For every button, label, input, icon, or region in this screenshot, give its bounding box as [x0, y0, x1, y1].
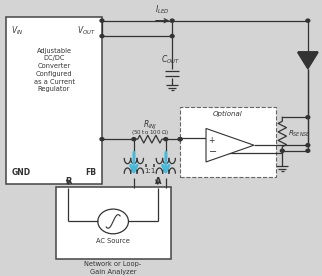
- Circle shape: [170, 34, 174, 38]
- Circle shape: [132, 138, 136, 141]
- Circle shape: [306, 149, 310, 152]
- FancyBboxPatch shape: [6, 17, 102, 184]
- Circle shape: [306, 116, 310, 119]
- Text: (50 to 100 $\Omega$): (50 to 100 $\Omega$): [131, 128, 169, 137]
- Text: $C_{OUT}$: $C_{OUT}$: [161, 54, 180, 66]
- Text: −: −: [209, 147, 217, 157]
- Circle shape: [100, 34, 104, 38]
- Circle shape: [178, 138, 182, 141]
- Circle shape: [164, 138, 168, 141]
- Circle shape: [100, 138, 104, 141]
- Text: Network or Loop-
Gain Analyzer: Network or Loop- Gain Analyzer: [84, 261, 142, 275]
- Text: AC Source: AC Source: [96, 238, 130, 244]
- Text: FB: FB: [85, 168, 96, 177]
- Text: +: +: [209, 136, 215, 145]
- Circle shape: [100, 19, 104, 22]
- Text: $R_{SENSE}$: $R_{SENSE}$: [288, 129, 311, 139]
- Circle shape: [306, 19, 310, 22]
- Text: R: R: [65, 177, 72, 185]
- Text: GND: GND: [11, 168, 30, 177]
- Polygon shape: [206, 128, 254, 162]
- Text: 1:1: 1:1: [144, 168, 156, 174]
- FancyBboxPatch shape: [56, 187, 171, 259]
- Circle shape: [170, 19, 174, 22]
- Circle shape: [306, 144, 310, 147]
- Circle shape: [280, 149, 284, 152]
- Text: Adjustable
DC/DC
Converter
Configured
as a Current
Regulator: Adjustable DC/DC Converter Configured as…: [33, 48, 75, 92]
- Text: $V_{OUT}$: $V_{OUT}$: [77, 25, 96, 37]
- Text: Optional: Optional: [213, 111, 243, 117]
- FancyBboxPatch shape: [180, 107, 276, 177]
- Text: $R_{INJ}$: $R_{INJ}$: [143, 119, 157, 132]
- Circle shape: [178, 138, 182, 141]
- Text: $I_{LED}$: $I_{LED}$: [155, 4, 170, 16]
- Text: A: A: [155, 177, 161, 185]
- Text: $V_{IN}$: $V_{IN}$: [11, 25, 24, 37]
- Polygon shape: [298, 52, 318, 69]
